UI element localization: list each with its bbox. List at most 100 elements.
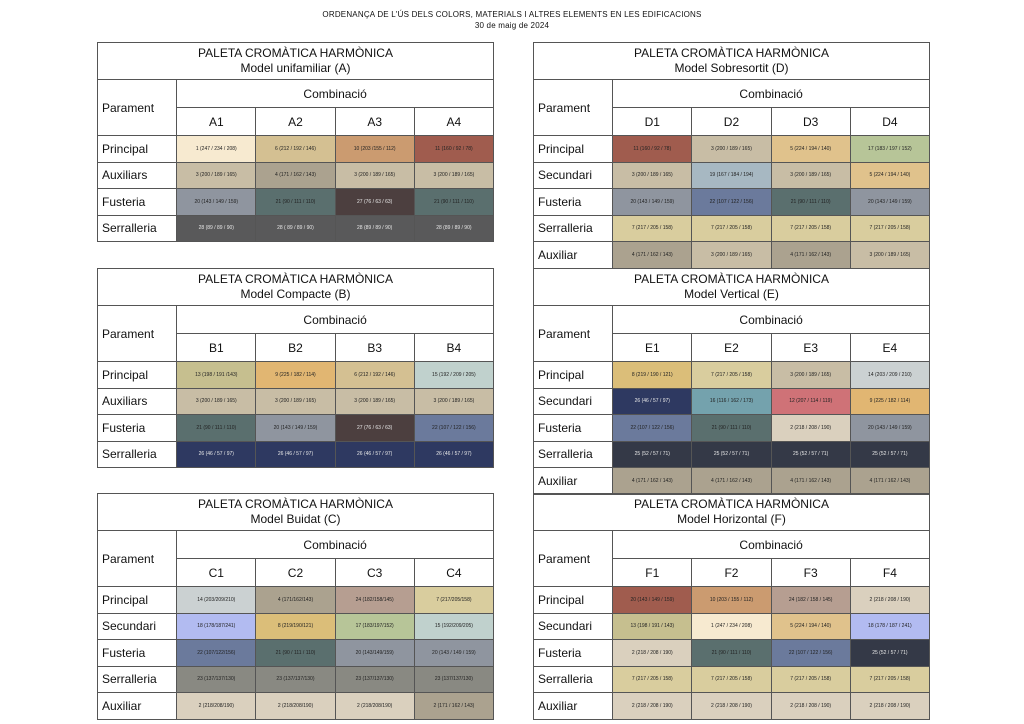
combination-code: C1	[176, 558, 257, 587]
combination-code: A3	[334, 107, 415, 136]
palette-heading: PALETA CROMÀTICA HARMÒNICA	[634, 46, 829, 60]
color-swatch: 7 (217 / 205 / 158)	[770, 214, 851, 242]
row-label: Principal	[96, 586, 178, 614]
palette-table: PALETA CROMÀTICA HARMÒNICA Model Buidat (…	[96, 493, 495, 720]
color-swatch: 3 (200 / 189 / 165)	[176, 161, 257, 189]
color-swatch: 6 (212 / 192 / 146)	[255, 135, 336, 163]
table-row: Auxiliars 3 (200 / 189 / 165) 4 (171 / 162…	[96, 161, 495, 189]
color-swatch: 2 (218 / 208 / 190)	[691, 692, 772, 720]
row-label: Auxiliar	[96, 692, 178, 720]
table-row: Principal 20 (143 / 149 / 159) 10 (203 / 1…	[532, 586, 931, 614]
table-title: PALETA CROMÀTICA HARMÒNICA Model Vertical…	[533, 268, 930, 306]
table-row: Fusteria 20 (143 / 149 / 159) 21 (90 / 111…	[96, 188, 495, 216]
palette-table: PALETA CROMÀTICA HARMÒNICA Model Compacte…	[96, 268, 495, 468]
color-swatch: 10 (203 /155 / 112)	[334, 135, 415, 163]
color-swatch: 22 (107 / 122 / 156)	[612, 414, 693, 442]
color-swatch: 2 (218 / 208 / 190)	[770, 414, 851, 442]
color-swatch: 21 (90 / 111 / 110)	[255, 639, 336, 667]
color-swatch: 16 (116 / 162 / 173)	[691, 387, 772, 415]
table-row: Auxiliar 4 (171 / 162 / 143) 4 (171 / 162 …	[532, 467, 931, 495]
color-swatch: 4 (171 / 162 / 143)	[255, 161, 336, 189]
color-swatch: 14 (203/209/210)	[176, 586, 257, 614]
table-row: Principal 1 (247 / 234 / 208) 6 (212 / 192…	[96, 135, 495, 163]
combination-code: E3	[770, 333, 851, 362]
color-swatch: 24 (182/158/145)	[334, 586, 415, 614]
color-swatch: 21 (90 / 111 / 110)	[770, 188, 851, 216]
color-swatch: 19 (167 / 184 / 194)	[691, 161, 772, 189]
document-title: ORDENANÇA DE L'ÚS DELS COLORS, MATERIALS…	[322, 10, 702, 19]
color-swatch: 15 (192 / 209 / 205)	[413, 361, 495, 389]
color-swatch: 2 (218/208/190)	[334, 692, 415, 720]
palette-heading: PALETA CROMÀTICA HARMÒNICA	[198, 497, 393, 511]
table-row: Principal 11 (160 / 92 / 78) 3 (200 / 189 …	[532, 135, 931, 163]
color-swatch: 18 (178/187/241)	[176, 612, 257, 640]
color-swatch: 20 (143 / 149 / 159)	[176, 188, 257, 216]
color-swatch: 1 (247 / 234 / 208)	[691, 612, 772, 640]
color-swatch: 4 (171 / 162 / 143)	[849, 467, 931, 495]
color-swatch: 7 (217 / 205 / 158)	[691, 361, 772, 389]
model-name: Model Sobresortit (D)	[674, 61, 789, 75]
color-swatch: 23 (137/137/130)	[176, 665, 257, 693]
color-swatch: 7 (217 / 205 / 158)	[849, 214, 931, 242]
color-swatch: 7 (217/205/158)	[413, 586, 495, 614]
combination-code: F2	[691, 558, 772, 587]
color-swatch: 25 (52 / 57 / 71)	[770, 440, 851, 468]
row-label: Fusteria	[532, 188, 614, 216]
color-swatch: 13 (198 / 191 / 143)	[612, 612, 693, 640]
color-swatch: 11 (160 / 92 / 78)	[612, 135, 693, 163]
row-label: Principal	[532, 361, 614, 389]
table-row: Secundari 3 (200 / 189 / 165) 19 (167 / 18…	[532, 161, 931, 189]
combination-code: B3	[334, 333, 415, 362]
combination-code: F3	[770, 558, 851, 587]
color-swatch: 4 (171 / 162 / 143)	[612, 241, 693, 269]
table-row: Secundari 13 (198 / 191 / 143) 1 (247 / 23…	[532, 612, 931, 640]
palette-table: PALETA CROMÀTICA HARMÒNICA Model Sobresor…	[532, 42, 931, 269]
color-swatch: 21 (90 / 111 / 110)	[176, 414, 257, 442]
color-swatch: 9 (225 / 182 / 114)	[255, 361, 336, 389]
color-swatch: 3 (200 / 189 / 165)	[691, 135, 772, 163]
combination-code: B4	[413, 333, 495, 362]
combination-code: D1	[612, 107, 693, 136]
color-swatch: 22 (107 / 122 / 156)	[770, 639, 851, 667]
color-swatch: 2 (218/208/190)	[176, 692, 257, 720]
row-label: Secundari	[532, 161, 614, 189]
color-swatch: 3 (200 / 189 / 165)	[691, 241, 772, 269]
row-label: Auxiliar	[532, 467, 614, 495]
color-swatch: 7 (217 / 205 / 158)	[691, 214, 772, 242]
table-row: Principal 8 (219 / 190 / 121) 7 (217 / 205…	[532, 361, 931, 389]
row-label: Serralleria	[96, 665, 178, 693]
color-swatch: 25 (52 / 57 / 71)	[612, 440, 693, 468]
color-swatch: 2 (218/208/190)	[255, 692, 336, 720]
color-swatch: 23 (137/137/130)	[255, 665, 336, 693]
table-row: Serralleria 25 (52 / 57 / 71) 25 (52 / 57 …	[532, 440, 931, 468]
model-name: Model Horizontal (F)	[677, 512, 786, 526]
parament-label: Parament	[96, 305, 178, 362]
color-swatch: 9 (225 / 182 / 114)	[849, 387, 931, 415]
combination-code: A4	[413, 107, 495, 136]
combinacio-label: Combinació	[612, 79, 930, 108]
color-swatch: 7 (217 / 205 / 158)	[612, 665, 693, 693]
color-swatch: 4 (171 / 162 / 143)	[770, 241, 851, 269]
color-swatch: 2 (218 / 208 / 190)	[612, 639, 693, 667]
row-label: Serralleria	[532, 440, 614, 468]
combination-code: C3	[334, 558, 415, 587]
table-row: Fusteria 2 (218 / 208 / 190) 21 (90 / 111 …	[532, 639, 931, 667]
color-swatch: 4 (171 / 162 / 143)	[691, 467, 772, 495]
color-swatch: 26 (46 / 57 / 97)	[176, 440, 257, 468]
palette-heading: PALETA CROMÀTICA HARMÒNICA	[634, 272, 829, 286]
row-label: Secundari	[96, 612, 178, 640]
color-swatch: 23 (137/137/130)	[334, 665, 415, 693]
table-row: Principal 13 (198 / 191 /143) 9 (225 / 182…	[96, 361, 495, 389]
model-name: Model Vertical (E)	[684, 287, 779, 301]
table-row: Auxiliars 3 (200 / 189 / 165) 3 (200 / 189…	[96, 387, 495, 415]
color-swatch: 26 (46 / 57 / 97)	[612, 387, 693, 415]
color-swatch: 3 (200 / 189 / 165)	[849, 241, 931, 269]
color-swatch: 5 (224 / 194 / 140)	[770, 612, 851, 640]
table-row: Fusteria 21 (90 / 111 / 110) 20 (143 / 149…	[96, 414, 495, 442]
palette-heading: PALETA CROMÀTICA HARMÒNICA	[634, 497, 829, 511]
color-swatch: 3 (200 / 189 / 165)	[255, 387, 336, 415]
color-swatch: 3 (200 / 189 / 165)	[413, 387, 495, 415]
color-swatch: 3 (200 / 189 / 165)	[770, 161, 851, 189]
color-swatch: 3 (200 / 189 / 165)	[334, 387, 415, 415]
table-row: Fusteria 22 (107 / 122 / 156) 21 (90 / 111…	[532, 414, 931, 442]
